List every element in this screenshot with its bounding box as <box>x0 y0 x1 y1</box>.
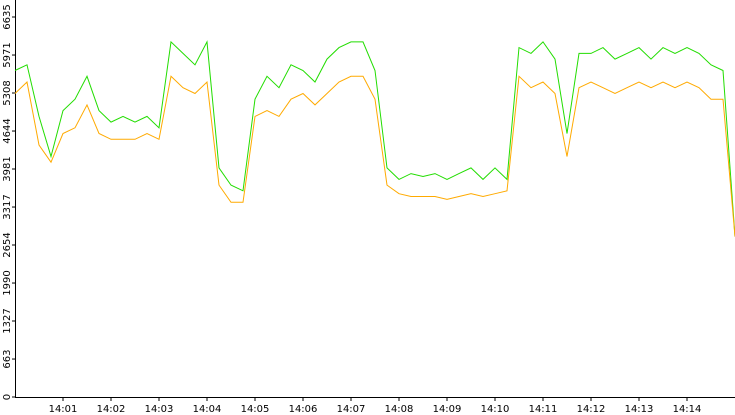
y-tick-label: 4644 <box>2 118 13 143</box>
x-tick-label: 14:12 <box>577 404 606 415</box>
x-tick-label: 14:14 <box>673 404 702 415</box>
x-tick-label: 14:13 <box>625 404 654 415</box>
x-tick-label: 14:10 <box>481 404 510 415</box>
y-tick-label: 5308 <box>2 80 13 105</box>
x-tick-label: 14:01 <box>49 404 78 415</box>
y-tick-label: 1990 <box>2 270 13 295</box>
y-tick-label: 0 <box>2 394 13 400</box>
x-tick-label: 14:09 <box>433 404 462 415</box>
y-tick-label: 6635 <box>2 4 13 29</box>
series-line <box>14 75 735 237</box>
x-tick-label: 14:08 <box>385 404 414 415</box>
y-tick-label: 2654 <box>2 232 13 257</box>
y-tick-label: 3981 <box>2 156 13 181</box>
x-tick-label: 14:07 <box>337 404 366 415</box>
x-tick-label: 14:02 <box>97 404 126 415</box>
x-tick-label: 14:06 <box>289 404 318 415</box>
series-line <box>14 40 735 237</box>
y-tick-label: 1327 <box>2 308 13 333</box>
x-tick-label: 14:05 <box>241 404 270 415</box>
y-tick-label: 3317 <box>2 194 13 219</box>
x-tick-label: 14:11 <box>529 404 558 415</box>
y-tick-label: 5971 <box>2 42 13 67</box>
y-tick-label: 663 <box>2 349 13 368</box>
x-tick-label: 14:03 <box>145 404 174 415</box>
x-tick-label: 14:04 <box>193 404 222 415</box>
